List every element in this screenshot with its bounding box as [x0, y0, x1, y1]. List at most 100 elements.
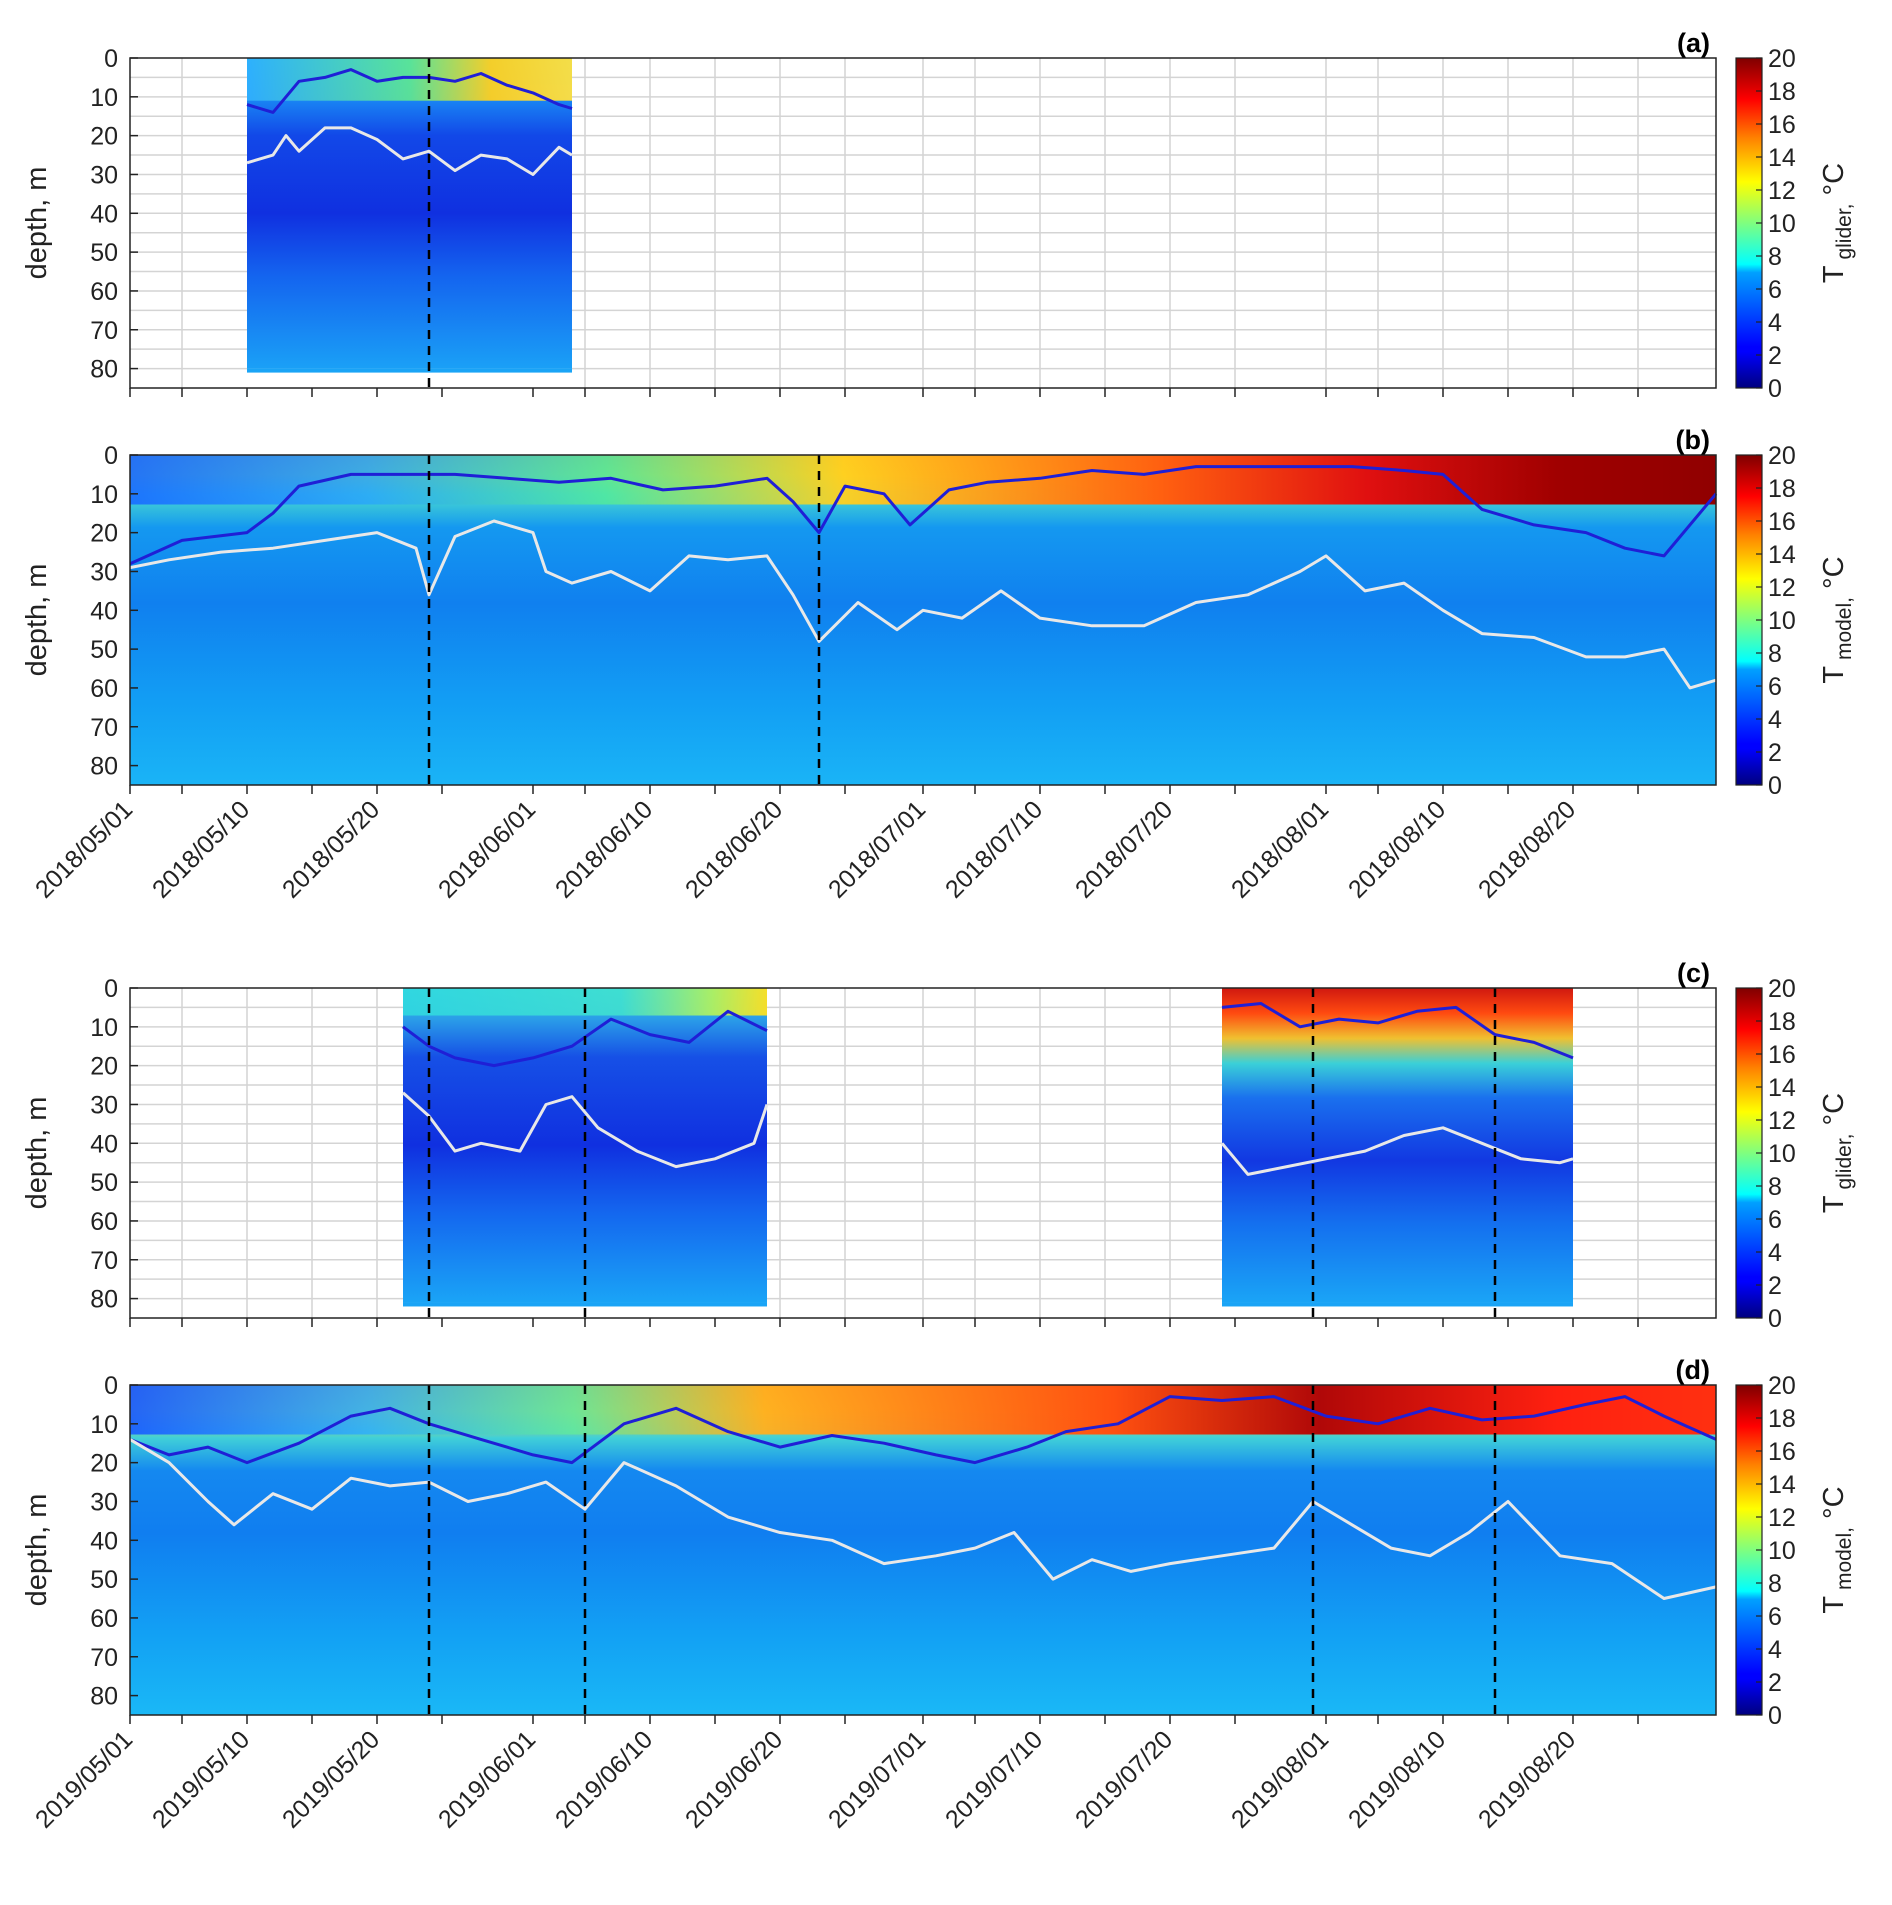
- colorbar-subscript: glider,: [1833, 204, 1856, 266]
- y-tick-label: 30: [90, 1091, 118, 1119]
- y-tick-label: 80: [90, 1683, 118, 1711]
- x-tick-label: 2019/08/20: [1473, 1725, 1581, 1833]
- colorbar-tick-label: 10: [1768, 1537, 1796, 1565]
- y-tick-label: 70: [90, 714, 118, 742]
- colorbar-tick-label: 2: [1768, 739, 1782, 767]
- x-tick-label: 2018/06/10: [550, 795, 658, 903]
- y-tick-label: 40: [90, 1130, 118, 1158]
- colorbar-tick-label: 18: [1768, 78, 1796, 106]
- y-tick-label: 50: [90, 239, 118, 267]
- colorbar-tick-label: 14: [1768, 1074, 1796, 1102]
- y-tick-label: 0: [104, 442, 118, 470]
- grid: [130, 58, 1716, 388]
- y-axis-label: depth, m: [21, 167, 53, 280]
- colorbar-label: T model, °C: [1818, 1486, 1856, 1613]
- y-axis-label: depth, m: [21, 564, 53, 677]
- colorbar-tick-label: 14: [1768, 1471, 1796, 1499]
- y-tick-label: 70: [90, 317, 118, 345]
- y-tick-label: 0: [104, 975, 118, 1003]
- y-tick-label: 80: [90, 1286, 118, 1314]
- x-tick-label: 2018/07/10: [940, 795, 1048, 903]
- panel-label: (a): [1677, 28, 1710, 58]
- panel-label: (c): [1677, 958, 1710, 988]
- colorbar-tick-label: 20: [1768, 975, 1796, 1003]
- colorbar-tick-label: 0: [1768, 375, 1782, 403]
- y-axis-label: depth, m: [21, 1494, 53, 1607]
- colorbar-tick-label: 14: [1768, 144, 1796, 172]
- panel-label: (b): [1676, 425, 1710, 455]
- colorbar-unit: °C: [1818, 1093, 1850, 1134]
- series-line: [246, 126, 573, 176]
- x-tick-label: 2019/05/10: [147, 1725, 255, 1833]
- x-tick-label: 2019/08/10: [1343, 1725, 1451, 1833]
- y-tick-label: 10: [90, 1411, 118, 1439]
- colorbar-tick-label: 16: [1768, 1438, 1796, 1466]
- colorbar-tick-label: 2: [1768, 1669, 1782, 1697]
- colorbar-tick-label: 2: [1768, 1272, 1782, 1300]
- y-tick-label: 80: [90, 356, 118, 384]
- y-tick-label: 40: [90, 1527, 118, 1555]
- temperature-field: [1222, 988, 1573, 1303]
- temperature-field: [247, 58, 572, 369]
- colorbar-tick-label: 8: [1768, 1173, 1782, 1201]
- series-line: [246, 68, 573, 114]
- colorbar-unit: °C: [1818, 1486, 1850, 1527]
- colorbar-tick-label: 20: [1768, 45, 1796, 73]
- colorbar-tick-label: 20: [1768, 442, 1796, 470]
- bottom-edge: [1222, 1302, 1573, 1307]
- colorbar-subscript: glider,: [1833, 1134, 1856, 1196]
- colorbar-unit: °C: [1818, 556, 1850, 597]
- y-tick-label: 10: [90, 84, 118, 112]
- series-line: [129, 1395, 1717, 1465]
- colorbar-tick-label: 10: [1768, 210, 1796, 238]
- colorbar-tick-label: 6: [1768, 276, 1782, 304]
- surface-layer: [130, 1385, 1716, 1435]
- colorbar-tick-label: 16: [1768, 508, 1796, 536]
- colorbar-label: T glider, °C: [1818, 163, 1856, 283]
- y-tick-label: 30: [90, 1488, 118, 1516]
- bottom-edge: [247, 368, 572, 373]
- colorbar-subscript: model,: [1833, 597, 1856, 666]
- bottom-edge: [403, 1302, 767, 1307]
- colorbar-symbol: T: [1818, 666, 1850, 684]
- colorbar-tick-label: 0: [1768, 772, 1782, 800]
- colorbar-tick-label: 8: [1768, 1570, 1782, 1598]
- x-tick-label: 2018/05/01: [30, 795, 138, 903]
- x-tick-label: 2019/07/01: [823, 1725, 931, 1833]
- y-tick-label: 0: [104, 1372, 118, 1400]
- y-tick-label: 70: [90, 1644, 118, 1672]
- x-tick-label: 2018/07/20: [1070, 795, 1178, 903]
- colorbar-tick-label: 4: [1768, 1239, 1782, 1267]
- x-tick-label: 2019/06/10: [550, 1725, 658, 1833]
- y-tick-label: 60: [90, 675, 118, 703]
- series-line: [402, 1009, 768, 1068]
- colorbar-tick-label: 12: [1768, 1107, 1796, 1135]
- y-tick-label: 60: [90, 1605, 118, 1633]
- x-tick-label: 2019/06/20: [680, 1725, 788, 1833]
- colorbar-label: T glider, °C: [1818, 1093, 1856, 1213]
- y-tick-label: 70: [90, 1247, 118, 1275]
- x-tick-label: 2018/06/20: [680, 795, 788, 903]
- x-tick-label: 2019/06/01: [433, 1725, 541, 1833]
- y-axis-label: depth, m: [21, 1097, 53, 1210]
- colorbar-tick-label: 12: [1768, 574, 1796, 602]
- colorbar-symbol: T: [1818, 1596, 1850, 1614]
- panel-label: (d): [1676, 1355, 1710, 1385]
- colorbar-tick-label: 18: [1768, 1008, 1796, 1036]
- x-tick-label: 2019/08/01: [1226, 1725, 1334, 1833]
- colorbar-tick-label: 12: [1768, 177, 1796, 205]
- y-tick-label: 60: [90, 1208, 118, 1236]
- colorbar-tick-label: 2: [1768, 342, 1782, 370]
- colorbar-tick-label: 10: [1768, 607, 1796, 635]
- temperature-field: [130, 455, 1716, 785]
- y-tick-label: 20: [90, 520, 118, 548]
- grid: [130, 988, 1716, 1318]
- x-tick-label: 2019/07/10: [940, 1725, 1048, 1833]
- colorbar-tick-label: 10: [1768, 1140, 1796, 1168]
- y-tick-label: 30: [90, 558, 118, 586]
- x-tick-label: 2019/05/20: [277, 1725, 385, 1833]
- colorbar-tick-label: 14: [1768, 541, 1796, 569]
